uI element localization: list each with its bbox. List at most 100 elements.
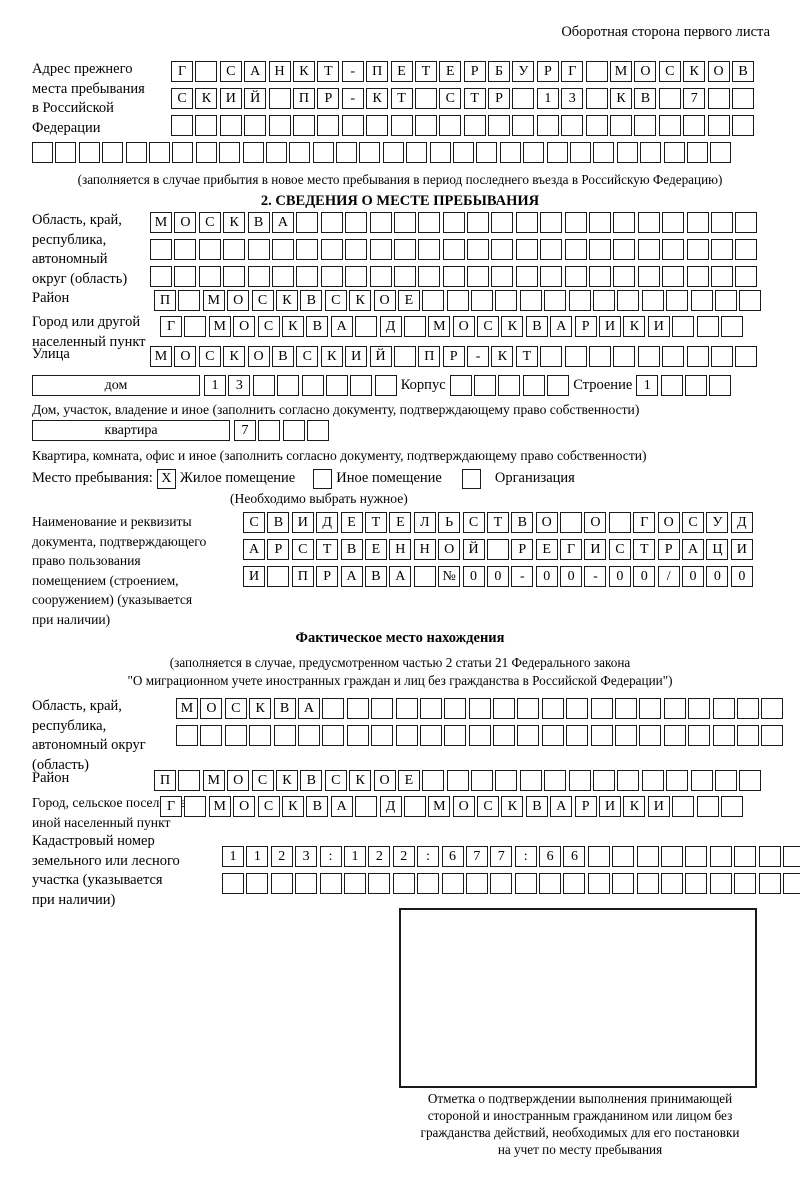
grid-cell[interactable]: О <box>452 316 475 337</box>
grid-cell[interactable] <box>590 725 613 746</box>
grid-cell[interactable]: О <box>174 346 197 367</box>
grid-cell[interactable] <box>637 346 660 367</box>
grid-cell[interactable]: Ц <box>706 539 729 560</box>
grid-cell[interactable] <box>493 725 516 746</box>
grid-cell[interactable]: В <box>247 212 270 233</box>
grid-cell[interactable] <box>195 61 218 82</box>
grid-cell[interactable] <box>589 239 612 260</box>
grid-cell[interactable] <box>683 115 706 136</box>
grid-cell[interactable] <box>490 873 513 894</box>
grid-cell[interactable]: С <box>682 512 705 533</box>
grid-cell[interactable] <box>636 873 659 894</box>
grid-cell[interactable]: Р <box>442 346 465 367</box>
grid-cell[interactable] <box>688 698 711 719</box>
grid-cell[interactable] <box>258 420 281 441</box>
grid-cell[interactable] <box>707 115 730 136</box>
grid-cell[interactable] <box>198 266 221 287</box>
grid-cell[interactable] <box>636 846 659 867</box>
grid-cell[interactable]: 0 <box>633 566 656 587</box>
grid-cell[interactable]: Р <box>511 539 534 560</box>
grid-cell[interactable]: О <box>584 512 607 533</box>
grid-cell[interactable] <box>568 290 591 311</box>
grid-cell[interactable]: С <box>477 316 500 337</box>
grid-cell[interactable] <box>242 142 264 163</box>
grid-cell[interactable] <box>761 725 784 746</box>
grid-cell[interactable] <box>519 770 542 791</box>
grid-cell[interactable]: С <box>198 212 221 233</box>
grid-cell[interactable] <box>690 770 713 791</box>
grid-cell[interactable] <box>271 266 294 287</box>
grid-cell[interactable] <box>442 212 465 233</box>
grid-cell[interactable] <box>564 239 587 260</box>
grid-cell[interactable] <box>422 290 445 311</box>
flat-row[interactable]: квартира 7 <box>32 420 330 441</box>
grid-cell[interactable] <box>395 698 418 719</box>
grid-cell[interactable] <box>312 142 334 163</box>
grid-cell[interactable]: А <box>682 539 705 560</box>
grid-cell[interactable] <box>265 142 287 163</box>
grid-cell[interactable] <box>662 346 685 367</box>
grid-cell[interactable]: А <box>340 566 363 587</box>
grid-cell[interactable] <box>735 266 758 287</box>
grid-cell[interactable] <box>282 420 305 441</box>
grid-cell[interactable]: М <box>202 290 225 311</box>
grid-cell[interactable] <box>270 873 293 894</box>
grid-cell[interactable] <box>660 375 683 396</box>
grid-cell[interactable] <box>612 846 635 867</box>
grid-cell[interactable]: О <box>227 290 250 311</box>
grid-cell[interactable] <box>382 142 404 163</box>
grid-cell[interactable] <box>295 873 318 894</box>
grid-cell[interactable]: 6 <box>539 846 562 867</box>
grid-cell[interactable] <box>195 115 218 136</box>
grid-cell[interactable]: О <box>634 61 657 82</box>
grid-cell[interactable]: 7 <box>465 846 488 867</box>
grid-cell[interactable]: Т <box>317 61 340 82</box>
grid-cell[interactable] <box>246 873 269 894</box>
grid-cell[interactable] <box>369 212 392 233</box>
grid-cell[interactable]: 7 <box>234 420 256 441</box>
grid-cell[interactable] <box>184 316 207 337</box>
grid-cell[interactable] <box>709 873 732 894</box>
grid-cell[interactable]: Д <box>730 512 753 533</box>
grid-cell[interactable] <box>663 725 686 746</box>
grid-cell[interactable]: А <box>244 61 267 82</box>
grid-cell[interactable]: С <box>324 770 347 791</box>
grid-cell[interactable]: С <box>439 88 462 109</box>
grid-cell[interactable]: К <box>501 316 524 337</box>
grid-cell[interactable] <box>336 142 358 163</box>
grid-cell[interactable]: Р <box>317 88 340 109</box>
grid-cell[interactable]: С <box>296 346 319 367</box>
grid-cell[interactable] <box>612 873 635 894</box>
grid-cell[interactable] <box>277 375 300 396</box>
grid-cell[interactable] <box>585 115 608 136</box>
grid-cell[interactable]: О <box>373 770 396 791</box>
grid-cell[interactable]: 0 <box>682 566 705 587</box>
grid-cell[interactable] <box>488 115 511 136</box>
grid-cell[interactable] <box>345 239 368 260</box>
grid-cell[interactable]: П <box>366 61 389 82</box>
grid-cell[interactable]: Н <box>413 539 436 560</box>
grid-cell[interactable] <box>710 239 733 260</box>
grid-cell[interactable]: И <box>345 346 368 367</box>
grid-cell[interactable]: В <box>511 512 534 533</box>
grid-cell[interactable] <box>355 316 378 337</box>
flat-cells[interactable]: 7 <box>234 420 330 441</box>
grid-cell[interactable]: К <box>610 88 633 109</box>
structure-cells[interactable]: 1 <box>636 375 732 396</box>
grid-cell[interactable]: С <box>251 290 274 311</box>
actual-region-row-2[interactable] <box>176 725 784 746</box>
grid-cell[interactable] <box>247 266 270 287</box>
grid-cell[interactable]: С <box>658 61 681 82</box>
grid-cell[interactable] <box>541 698 564 719</box>
grid-cell[interactable] <box>666 770 689 791</box>
grid-cell[interactable]: С <box>291 539 314 560</box>
grid-cell[interactable]: И <box>647 316 670 337</box>
grid-cell[interactable] <box>566 725 589 746</box>
grid-cell[interactable]: - <box>341 61 364 82</box>
grid-cell[interactable] <box>546 142 568 163</box>
grid-cell[interactable] <box>590 698 613 719</box>
grid-cell[interactable] <box>720 316 743 337</box>
grid-cell[interactable] <box>515 266 538 287</box>
grid-cell[interactable]: И <box>647 796 670 817</box>
grid-cell[interactable]: И <box>599 796 622 817</box>
